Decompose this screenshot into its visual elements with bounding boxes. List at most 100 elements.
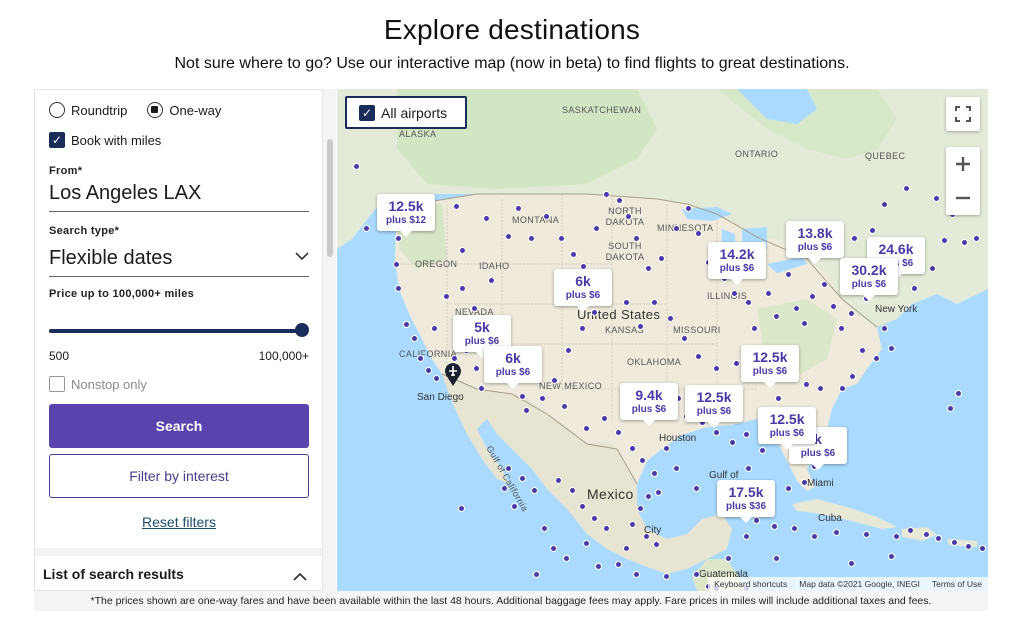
zoom-out-button[interactable]: [946, 181, 980, 215]
airport-marker[interactable]: [775, 395, 782, 402]
airport-marker[interactable]: [821, 281, 828, 288]
airport-marker[interactable]: [569, 487, 576, 494]
airport-marker[interactable]: [729, 439, 736, 446]
airport-marker[interactable]: [695, 230, 702, 237]
price-bubble[interactable]: 5k plus $6: [453, 315, 511, 358]
airport-marker[interactable]: [563, 555, 570, 562]
roundtrip-radio[interactable]: [49, 102, 65, 118]
airport-marker[interactable]: [653, 541, 660, 548]
filter-by-interest-button[interactable]: Filter by interest: [49, 454, 309, 498]
airport-marker[interactable]: [765, 290, 772, 297]
nonstop-checkbox[interactable]: [49, 376, 65, 392]
airport-marker[interactable]: [531, 487, 538, 494]
airport-marker[interactable]: [973, 235, 980, 242]
airport-marker[interactable]: [473, 365, 480, 372]
airport-marker[interactable]: [773, 555, 780, 562]
airport-marker[interactable]: [511, 503, 518, 510]
airport-marker[interactable]: [543, 213, 550, 220]
airport-marker[interactable]: [955, 390, 962, 397]
airport-marker[interactable]: [425, 367, 432, 374]
airport-marker[interactable]: [863, 531, 870, 538]
airport-marker[interactable]: [550, 545, 557, 552]
airport-marker[interactable]: [759, 447, 766, 454]
airport-marker[interactable]: [785, 485, 792, 492]
airport-marker[interactable]: [637, 505, 644, 512]
airport-marker[interactable]: [395, 235, 402, 242]
airport-marker[interactable]: [541, 525, 548, 532]
airport-marker[interactable]: [888, 345, 895, 352]
airport-marker[interactable]: [458, 505, 465, 512]
price-slider-handle[interactable]: [295, 323, 309, 337]
airport-marker[interactable]: [629, 521, 636, 528]
airport-marker[interactable]: [673, 225, 680, 232]
airport-marker[interactable]: [478, 385, 485, 392]
airport-marker[interactable]: [393, 261, 400, 268]
airport-marker[interactable]: [453, 203, 460, 210]
airport-marker[interactable]: [539, 395, 546, 402]
airport-marker[interactable]: [555, 477, 562, 484]
airport-marker[interactable]: [935, 535, 942, 542]
one-way-radio[interactable]: [147, 102, 164, 118]
price-bubble[interactable]: 12.5k plus $6: [685, 385, 743, 428]
airport-marker[interactable]: [505, 465, 512, 472]
airport-marker[interactable]: [929, 265, 936, 272]
airport-marker[interactable]: [893, 533, 900, 540]
airport-marker[interactable]: [583, 425, 590, 432]
airport-marker[interactable]: [838, 325, 845, 332]
airport-marker[interactable]: [603, 191, 610, 198]
airport-marker[interactable]: [923, 531, 930, 538]
airport-marker[interactable]: [570, 251, 577, 258]
airport-marker[interactable]: [771, 523, 778, 530]
keyboard-shortcuts-link[interactable]: Keyboard shortcuts: [714, 579, 788, 589]
search-results-toggle[interactable]: List of search results: [35, 548, 336, 590]
all-airports-checkbox[interactable]: ✓: [359, 104, 375, 121]
airport-marker[interactable]: [733, 360, 740, 367]
airport-marker[interactable]: [873, 355, 880, 362]
airport-marker[interactable]: [645, 493, 652, 500]
airport-marker[interactable]: [533, 571, 540, 578]
book-with-miles-checkbox[interactable]: ✓: [49, 132, 65, 148]
price-bubble[interactable]: 17.5k plus $36: [717, 480, 775, 523]
airport-marker[interactable]: [849, 373, 856, 380]
price-bubble[interactable]: 12.5k plus $6: [758, 407, 816, 450]
airport-marker[interactable]: [443, 293, 450, 300]
airport-marker[interactable]: [851, 235, 858, 242]
origin-airplane-pin-icon[interactable]: [443, 361, 463, 387]
airport-marker[interactable]: [431, 325, 438, 332]
airport-marker[interactable]: [601, 415, 608, 422]
airport-marker[interactable]: [663, 573, 670, 580]
airport-marker[interactable]: [488, 277, 495, 284]
airport-marker[interactable]: [848, 310, 855, 317]
airport-marker[interactable]: [751, 325, 758, 332]
airport-marker[interactable]: [655, 489, 662, 496]
airport-marker[interactable]: [713, 429, 720, 436]
price-slider-track[interactable]: [49, 329, 305, 333]
airport-marker[interactable]: [593, 225, 600, 232]
airport-marker[interactable]: [519, 393, 526, 400]
search-button[interactable]: Search: [49, 404, 309, 448]
airport-marker[interactable]: [785, 271, 792, 278]
price-bubble[interactable]: 13.8k plus $6: [786, 221, 844, 264]
airport-marker[interactable]: [591, 309, 598, 316]
airport-marker[interactable]: [685, 205, 692, 212]
price-bubble[interactable]: 12.5k plus $6: [741, 345, 799, 388]
airport-marker[interactable]: [483, 215, 490, 222]
airport-marker[interactable]: [451, 355, 458, 362]
airport-marker[interactable]: [523, 407, 530, 414]
airport-marker[interactable]: [579, 503, 586, 510]
airport-marker[interactable]: [663, 445, 670, 452]
zoom-in-button[interactable]: [946, 147, 980, 181]
airport-marker[interactable]: [623, 299, 630, 306]
airport-marker[interactable]: [809, 293, 816, 300]
airport-marker[interactable]: [411, 335, 418, 342]
airport-marker[interactable]: [965, 543, 972, 550]
airport-marker[interactable]: [869, 227, 876, 234]
one-way-label[interactable]: One-way: [169, 102, 222, 118]
airport-marker[interactable]: [505, 233, 512, 240]
airport-marker[interactable]: [817, 385, 824, 392]
search-type-select[interactable]: Flexible dates: [49, 247, 309, 277]
airport-marker[interactable]: [801, 479, 808, 486]
airport-marker[interactable]: [951, 539, 958, 546]
price-bubble[interactable]: 9.4k plus $6: [620, 383, 678, 426]
airport-marker[interactable]: [941, 237, 948, 244]
